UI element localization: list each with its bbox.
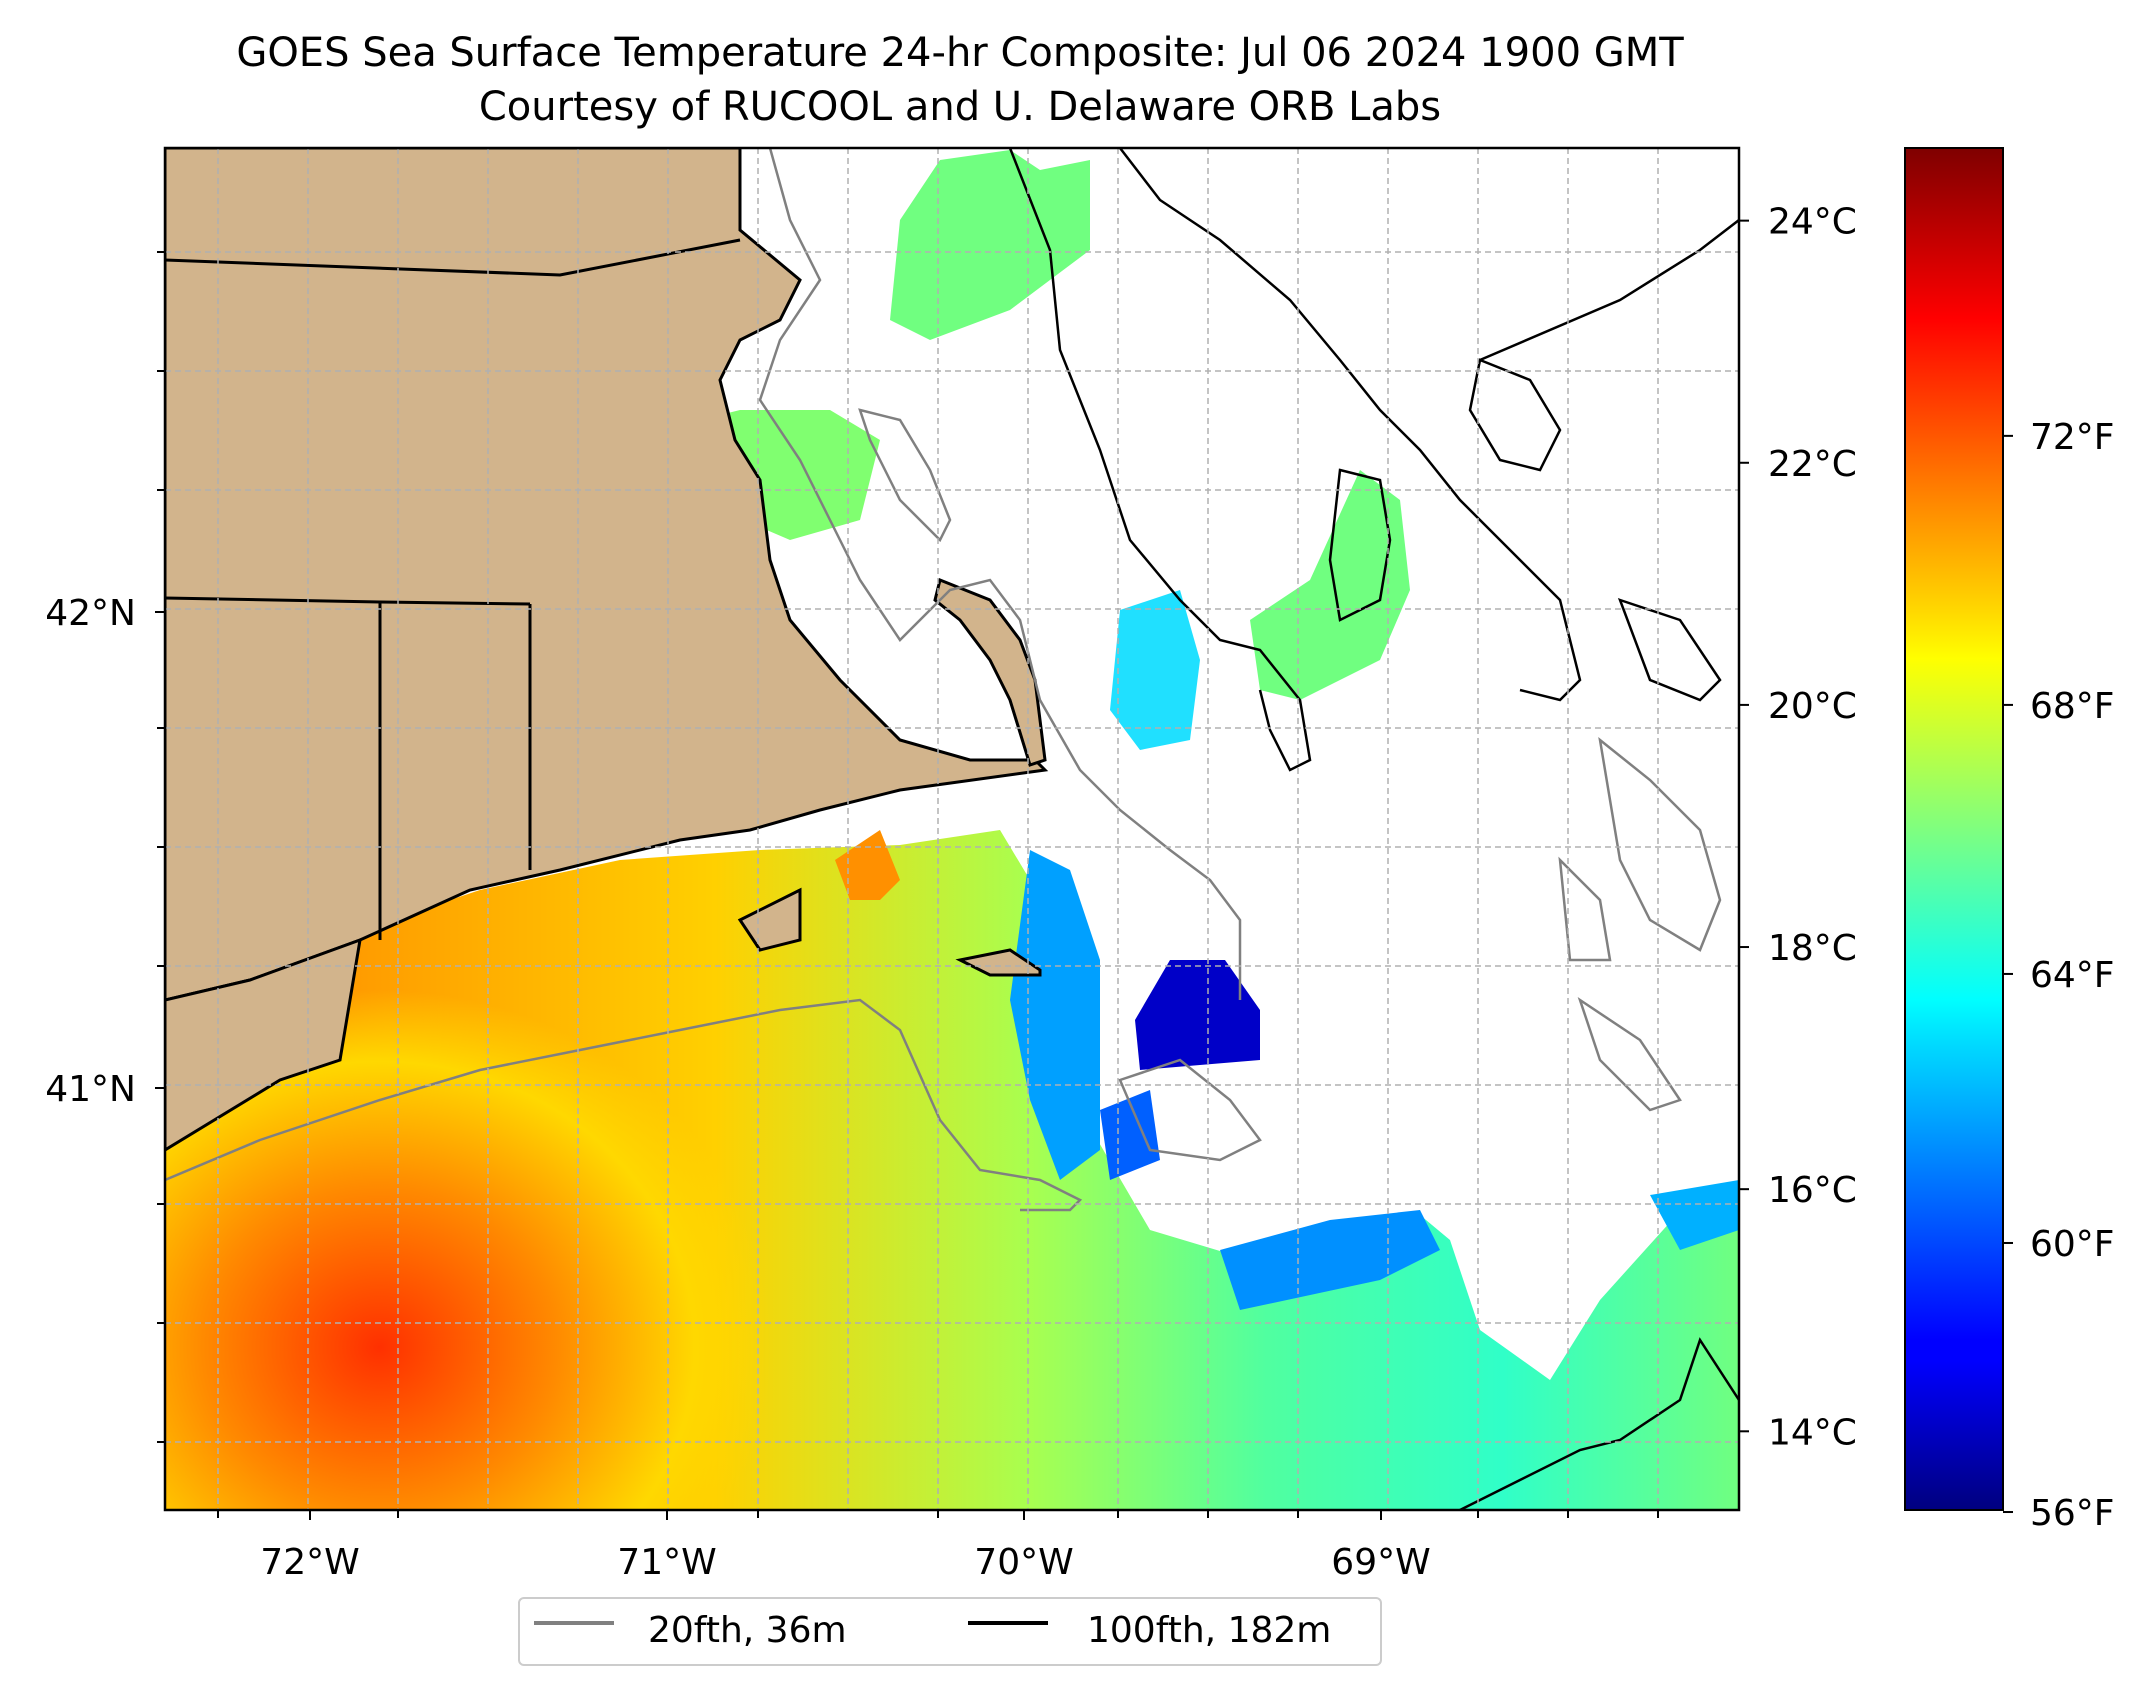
isobath-legend: 20fth, 36m 100fth, 182m [518,1597,1382,1666]
lon-tick-label: 72°W [260,1542,359,1583]
fahrenheit-axis: 72°F 68°F 64°F 60°F 56°F [2003,417,2115,1534]
legend-line-100fth [968,1621,1048,1625]
legend-line-20fth [534,1621,614,1625]
latitude-axis: 42°N 41°N [45,593,165,1110]
celsius-tick-label: 24°C [1768,202,1857,243]
lon-tick-label: 70°W [974,1542,1073,1583]
fahrenheit-tick-label: 60°F [2030,1224,2115,1265]
graticule [165,148,1739,1510]
isobath-20fth [165,148,1722,1212]
celsius-tick-label: 20°C [1768,686,1857,727]
colorbar-gradient [1904,147,2004,1511]
celsius-tick-label: 22°C [1768,444,1857,485]
celsius-tick-label: 14°C [1768,1412,1857,1453]
lon-tick-label: 69°W [1331,1542,1430,1583]
celsius-axis: 24°C 22°C 20°C 18°C 16°C 14°C [1739,202,1857,1453]
celsius-tick-label: 18°C [1768,928,1857,969]
land [165,148,1049,1152]
legend-label-20fth: 20fth, 36m [648,1610,847,1651]
map-title: GOES Sea Surface Temperature 24-hr Compo… [236,30,1684,76]
fahrenheit-tick-label: 64°F [2030,955,2115,996]
legend-label-100fth: 100fth, 182m [1087,1610,1332,1651]
lat-tick-label: 41°N [45,1069,136,1110]
lon-tick-label: 71°W [617,1542,716,1583]
isobath-100fth [1008,148,1739,1510]
fahrenheit-tick-label: 72°F [2030,417,2115,458]
map-subtitle: Courtesy of RUCOOL and U. Delaware ORB L… [478,84,1442,130]
fahrenheit-tick-label: 68°F [2030,686,2115,727]
map-frame [163,146,1741,1512]
sst-field [165,150,1739,1510]
lat-tick-label: 42°N [45,593,136,634]
fahrenheit-tick-label: 56°F [2030,1493,2115,1534]
longitude-axis: 72°W 71°W 70°W 69°W [260,1510,1431,1583]
minor-ticks [157,251,1659,1518]
celsius-tick-label: 16°C [1768,1170,1857,1211]
